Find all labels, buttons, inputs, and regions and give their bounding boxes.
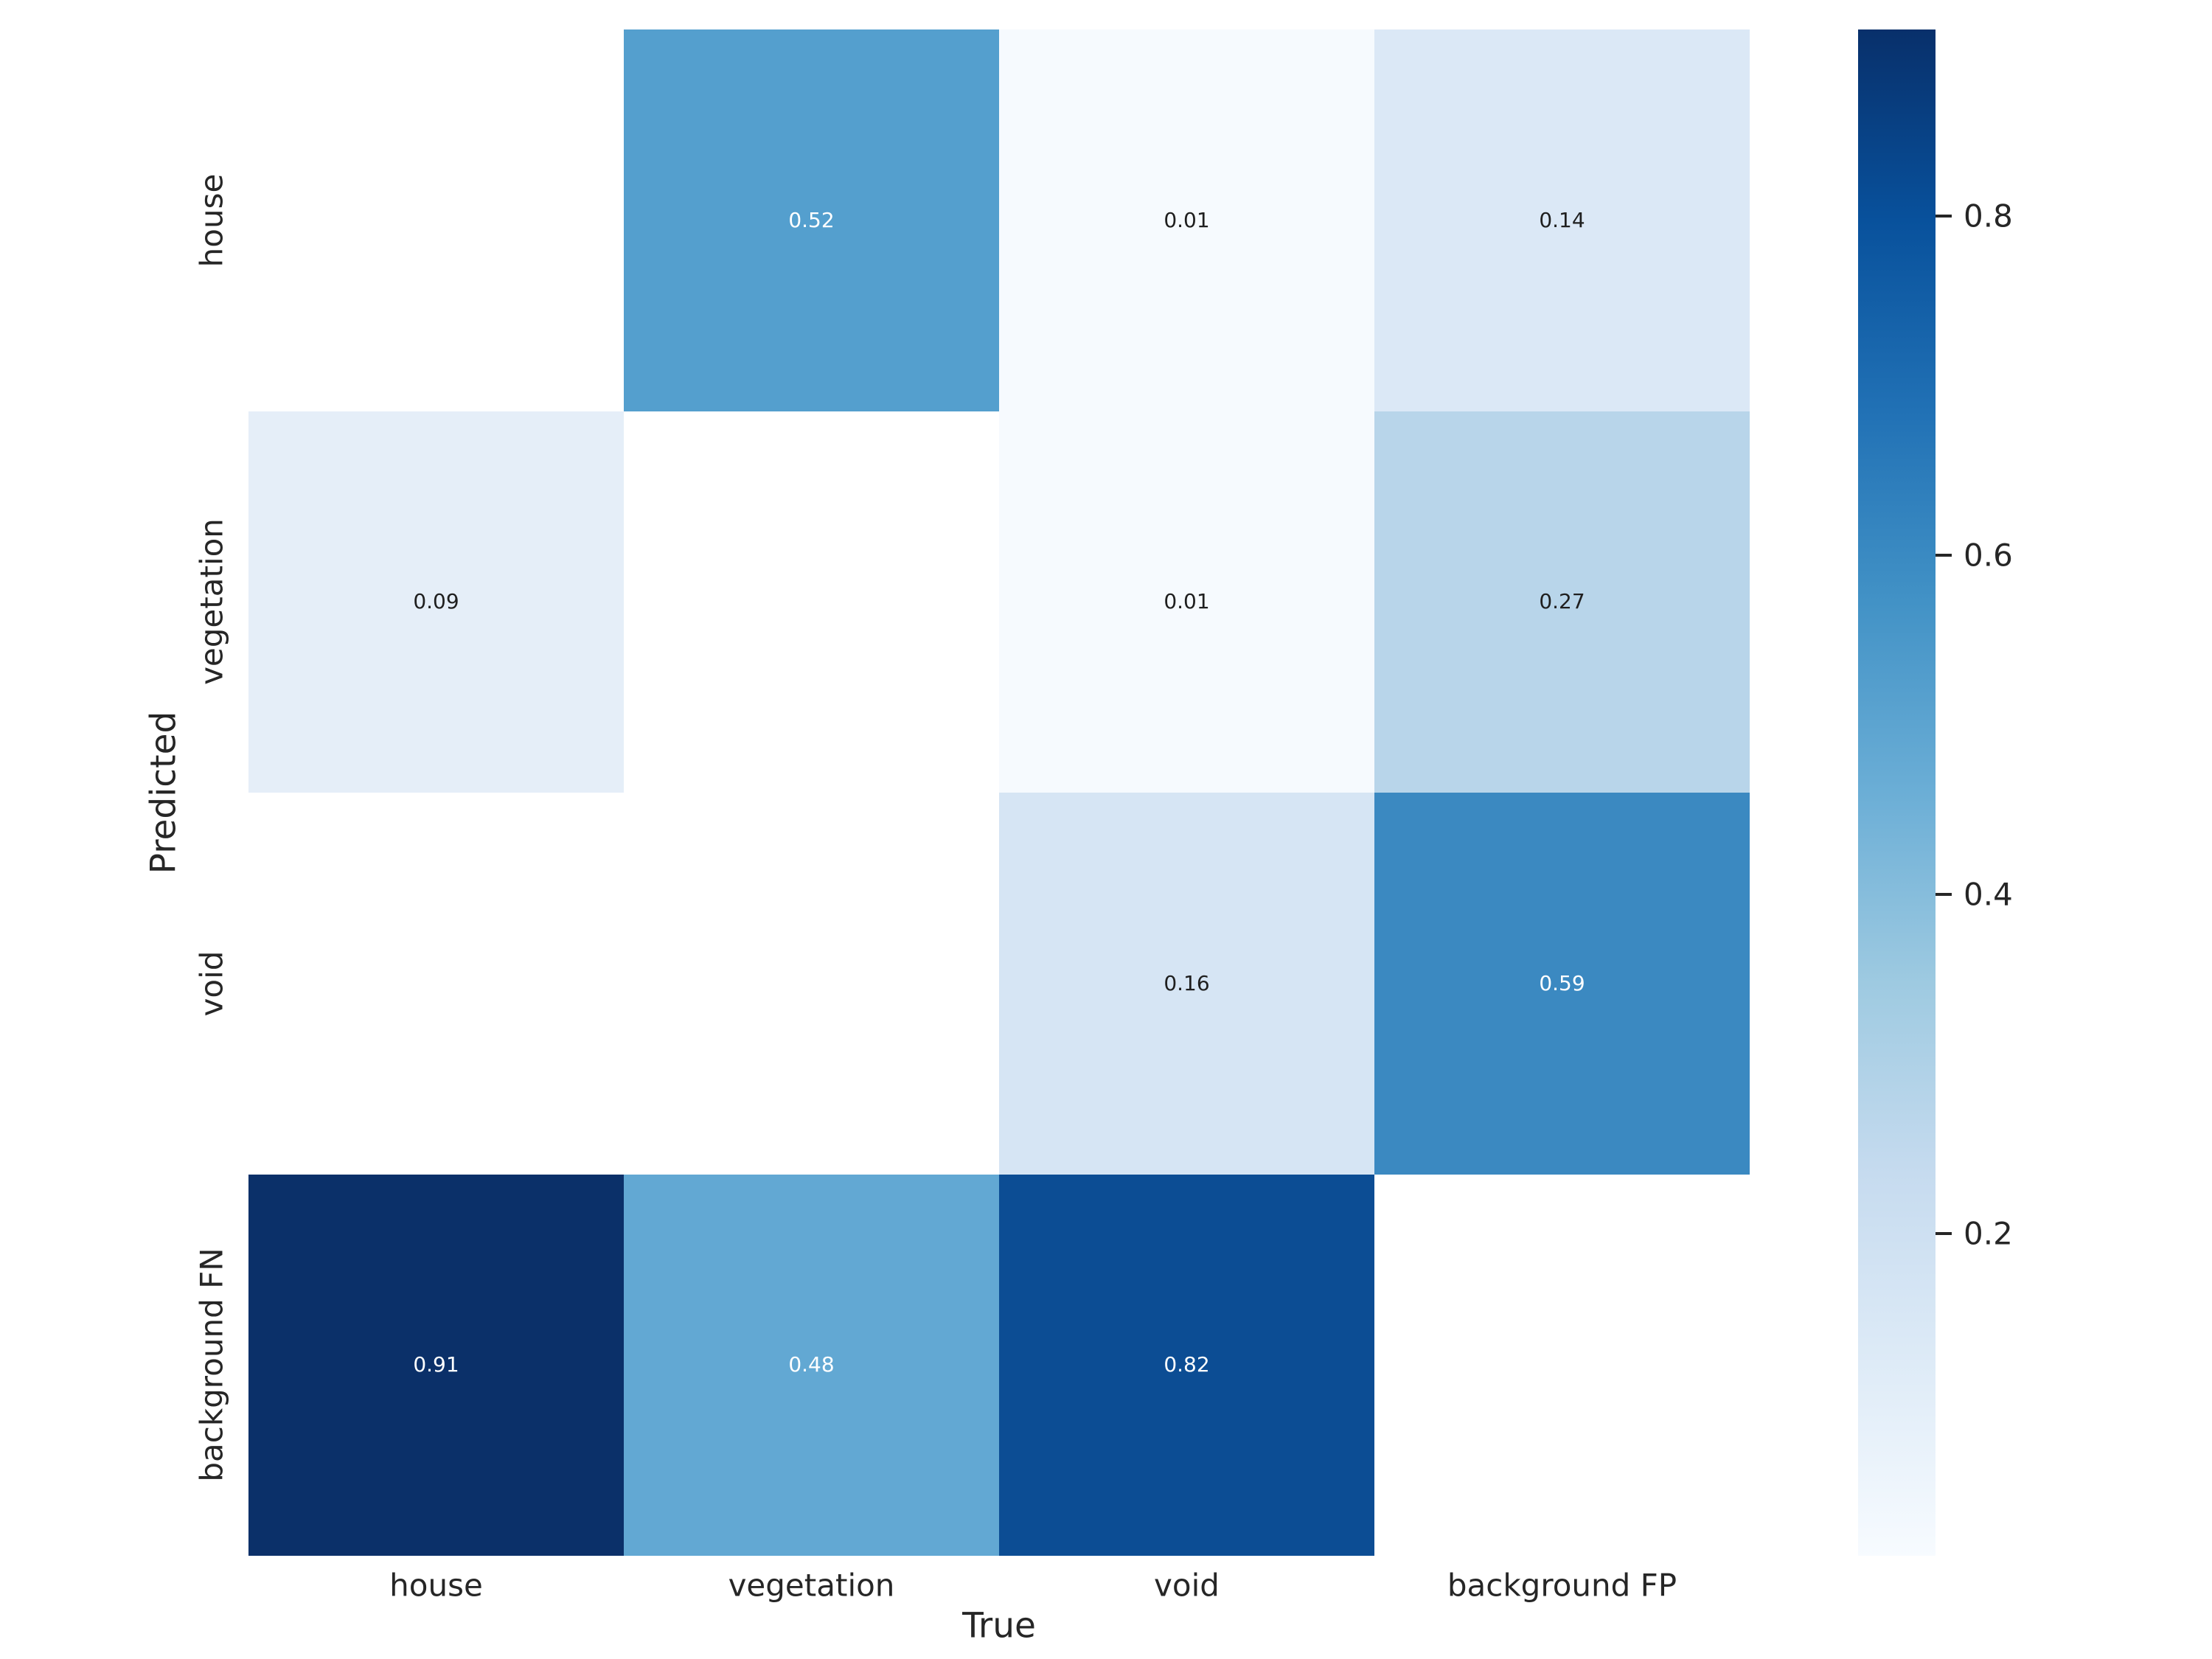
heatmap-cell: 0.01 (999, 29, 1374, 411)
x-axis-label: True (962, 1605, 1036, 1646)
heatmap-cell: 0.09 (248, 411, 624, 793)
heatmap-cell: 0.16 (999, 793, 1374, 1175)
heatmap-cell: 0.14 (1374, 29, 1750, 411)
x-tick-label: vegetation (728, 1567, 895, 1604)
x-tick-label: background FP (1447, 1567, 1677, 1604)
y-tick-label: void (193, 950, 230, 1017)
x-tick-label: void (1154, 1567, 1220, 1604)
colorbar-tick-label: 0.8 (1964, 198, 2013, 234)
y-tick-label: vegetation (193, 518, 230, 686)
heatmap-cell-masked (248, 793, 624, 1175)
colorbar-tick-mark (1935, 215, 1952, 218)
heatmap-cell-masked (1374, 1174, 1750, 1556)
heatmap-cell: 0.48 (624, 1174, 999, 1556)
heatmap-cell-masked (248, 29, 624, 411)
colorbar-tick-mark (1935, 893, 1952, 896)
heatmap-cell: 0.59 (1374, 793, 1750, 1175)
y-tick-label: house (193, 173, 230, 268)
colorbar-tick-label: 0.4 (1964, 876, 2013, 913)
heatmap-cell: 0.27 (1374, 411, 1750, 793)
heatmap-cell-masked (624, 793, 999, 1175)
colorbar-tick-mark (1935, 1232, 1952, 1235)
colorbar-tick-label: 0.2 (1964, 1215, 2013, 1252)
heatmap-cell: 0.52 (624, 29, 999, 411)
heatmap-grid: 0.52 0.01 0.14 0.09 0.01 0.27 0.16 0.59 0.91 0.48… (248, 29, 1750, 1556)
colorbar-tick-mark (1935, 554, 1952, 557)
colorbar (1858, 29, 1935, 1556)
heatmap-cell: 0.01 (999, 411, 1374, 793)
heatmap-cell: 0.91 (248, 1174, 624, 1556)
y-axis-label: Predicted (143, 711, 184, 874)
heatmap-cell-masked (624, 411, 999, 793)
colorbar-tick-label: 0.6 (1964, 537, 2013, 574)
x-tick-label: house (389, 1567, 483, 1604)
heatmap-cell: 0.82 (999, 1174, 1374, 1556)
y-tick-label: background FN (193, 1248, 230, 1482)
